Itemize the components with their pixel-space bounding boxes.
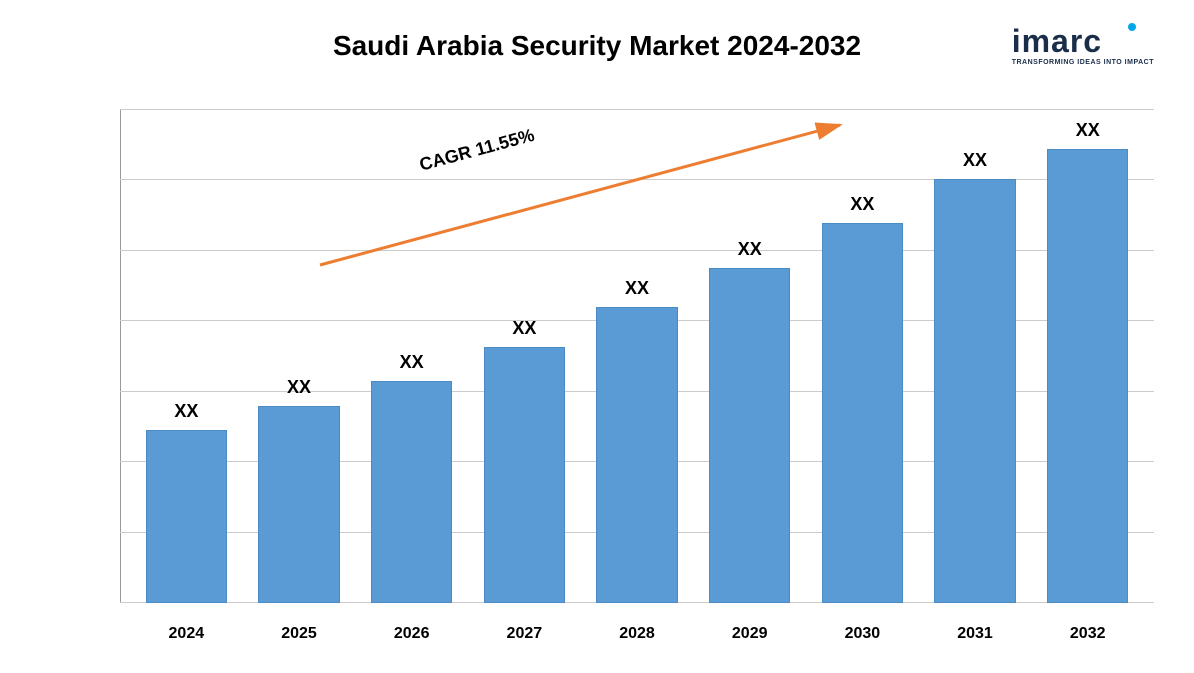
bar	[258, 406, 339, 603]
bar-value-label: XX	[400, 352, 424, 373]
bar	[1047, 149, 1128, 603]
x-axis-label: 2029	[693, 625, 806, 643]
bar-group: XX	[243, 110, 356, 603]
bar-group: XX	[130, 110, 243, 603]
bar	[822, 223, 903, 603]
bar	[709, 268, 790, 603]
x-axis-label: 2026	[355, 625, 468, 643]
x-axis-label: 2028	[581, 625, 694, 643]
bar-value-label: XX	[963, 150, 987, 171]
x-axis-label: 2031	[919, 625, 1032, 643]
bar	[371, 381, 452, 603]
bar-group: XX	[1031, 110, 1144, 603]
bar-group: XX	[355, 110, 468, 603]
bar	[146, 430, 227, 603]
bar-value-label: XX	[287, 377, 311, 398]
bar	[484, 347, 565, 603]
bar	[596, 307, 677, 603]
bar-group: XX	[919, 110, 1032, 603]
bar	[934, 179, 1015, 603]
plot-area: XX XX XX XX XX XX XX XX XX	[120, 110, 1154, 603]
bar-value-label: XX	[738, 239, 762, 260]
x-axis-label: 2032	[1031, 625, 1144, 643]
x-axis-label: 2027	[468, 625, 581, 643]
bars-container: XX XX XX XX XX XX XX XX XX	[120, 110, 1154, 603]
bar-value-label: XX	[174, 401, 198, 422]
x-axis-label: 2025	[243, 625, 356, 643]
logo-subtitle: TRANSFORMING IDEAS INTO IMPACT	[1012, 59, 1154, 66]
logo: imarc TRANSFORMING IDEAS INTO IMPACT	[1012, 25, 1154, 66]
x-axis-labels: 202420252026202720282029203020312032	[120, 625, 1154, 643]
bar-value-label: XX	[1076, 120, 1100, 141]
bar-group: XX	[581, 110, 694, 603]
x-axis-label: 2024	[130, 625, 243, 643]
bar-value-label: XX	[512, 318, 536, 339]
x-axis-label: 2030	[806, 625, 919, 643]
bar-group: XX	[806, 110, 919, 603]
bar-group: XX	[468, 110, 581, 603]
bar-value-label: XX	[625, 278, 649, 299]
bar-value-label: XX	[850, 194, 874, 215]
chart-title: Saudi Arabia Security Market 2024-2032	[333, 30, 861, 62]
logo-dot-icon	[1128, 23, 1136, 31]
chart-container: Saudi Arabia Security Market 2024-2032 i…	[0, 0, 1194, 673]
bar-group: XX	[693, 110, 806, 603]
